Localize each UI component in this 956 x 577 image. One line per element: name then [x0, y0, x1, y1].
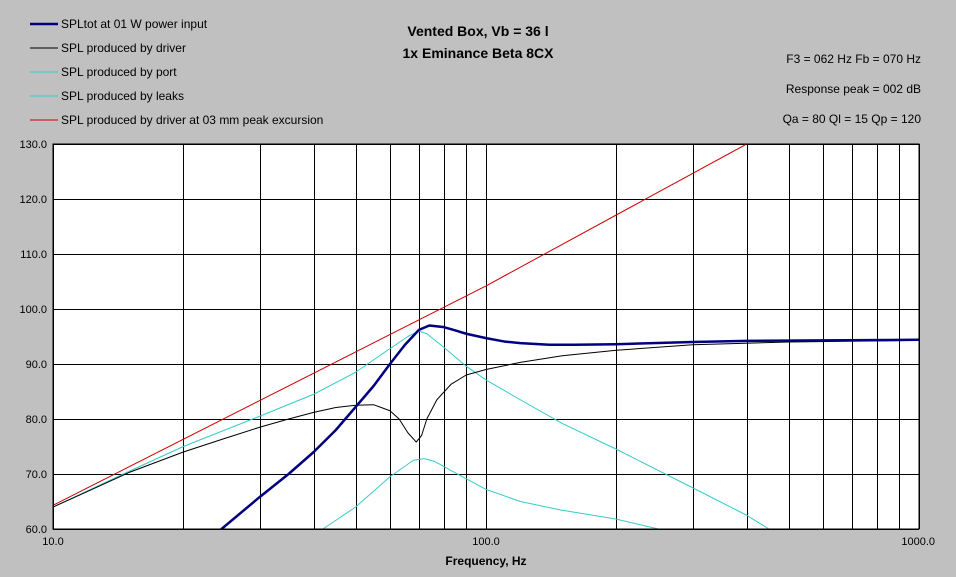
info-q-values: Qa = 80 Ql = 15 Qp = 120 [783, 112, 922, 126]
info-response-peak: Response peak = 002 dB [786, 82, 921, 96]
y-tick-label: 70.0 [26, 469, 47, 481]
series-line-4 [53, 330, 770, 529]
legend-label: SPL produced by leaks [61, 89, 184, 103]
x-tick-label: 10.0 [42, 536, 63, 548]
y-tick-label: 80.0 [26, 414, 47, 426]
legend: SPLtot at 01 W power input SPL produced b… [30, 17, 323, 127]
y-tick-label: 110.0 [20, 249, 47, 261]
series-line-3 [322, 458, 659, 529]
series-line-2 [53, 339, 919, 508]
y-tick-label: 130.0 [19, 139, 47, 151]
series-line-5 [53, 144, 748, 506]
y-tick-label: 100.0 [19, 304, 47, 316]
tick-labels: 60.0 70.0 80.0 90.0 100.0 110.0 120.0 130.0 10.0… [19, 139, 935, 548]
y-tick-label: 90.0 [26, 359, 47, 371]
legend-label: SPL produced by port [61, 65, 177, 79]
y-tick-label: 120.0 [19, 194, 47, 206]
series-group [53, 144, 919, 529]
legend-label: SPL produced by driver at 03 mm peak exc… [61, 113, 323, 127]
chart-title-line1: Vented Box, Vb = 36 l [407, 23, 548, 39]
x-tick-label: 1000.0 [901, 536, 935, 548]
legend-label: SPLtot at 01 W power input [61, 17, 208, 31]
info-f3-fb: F3 = 062 Hz Fb = 070 Hz [786, 52, 921, 66]
legend-label: SPL produced by driver [61, 41, 186, 55]
x-tick-label: 100.0 [472, 536, 500, 548]
series-line-1 [220, 324, 919, 529]
chart-title-line2: 1x Eminance Beta 8CX [403, 45, 555, 61]
plot-border [52, 143, 920, 530]
x-axis-label: Frequency, Hz [445, 554, 526, 568]
y-tick-label: 60.0 [26, 524, 47, 536]
